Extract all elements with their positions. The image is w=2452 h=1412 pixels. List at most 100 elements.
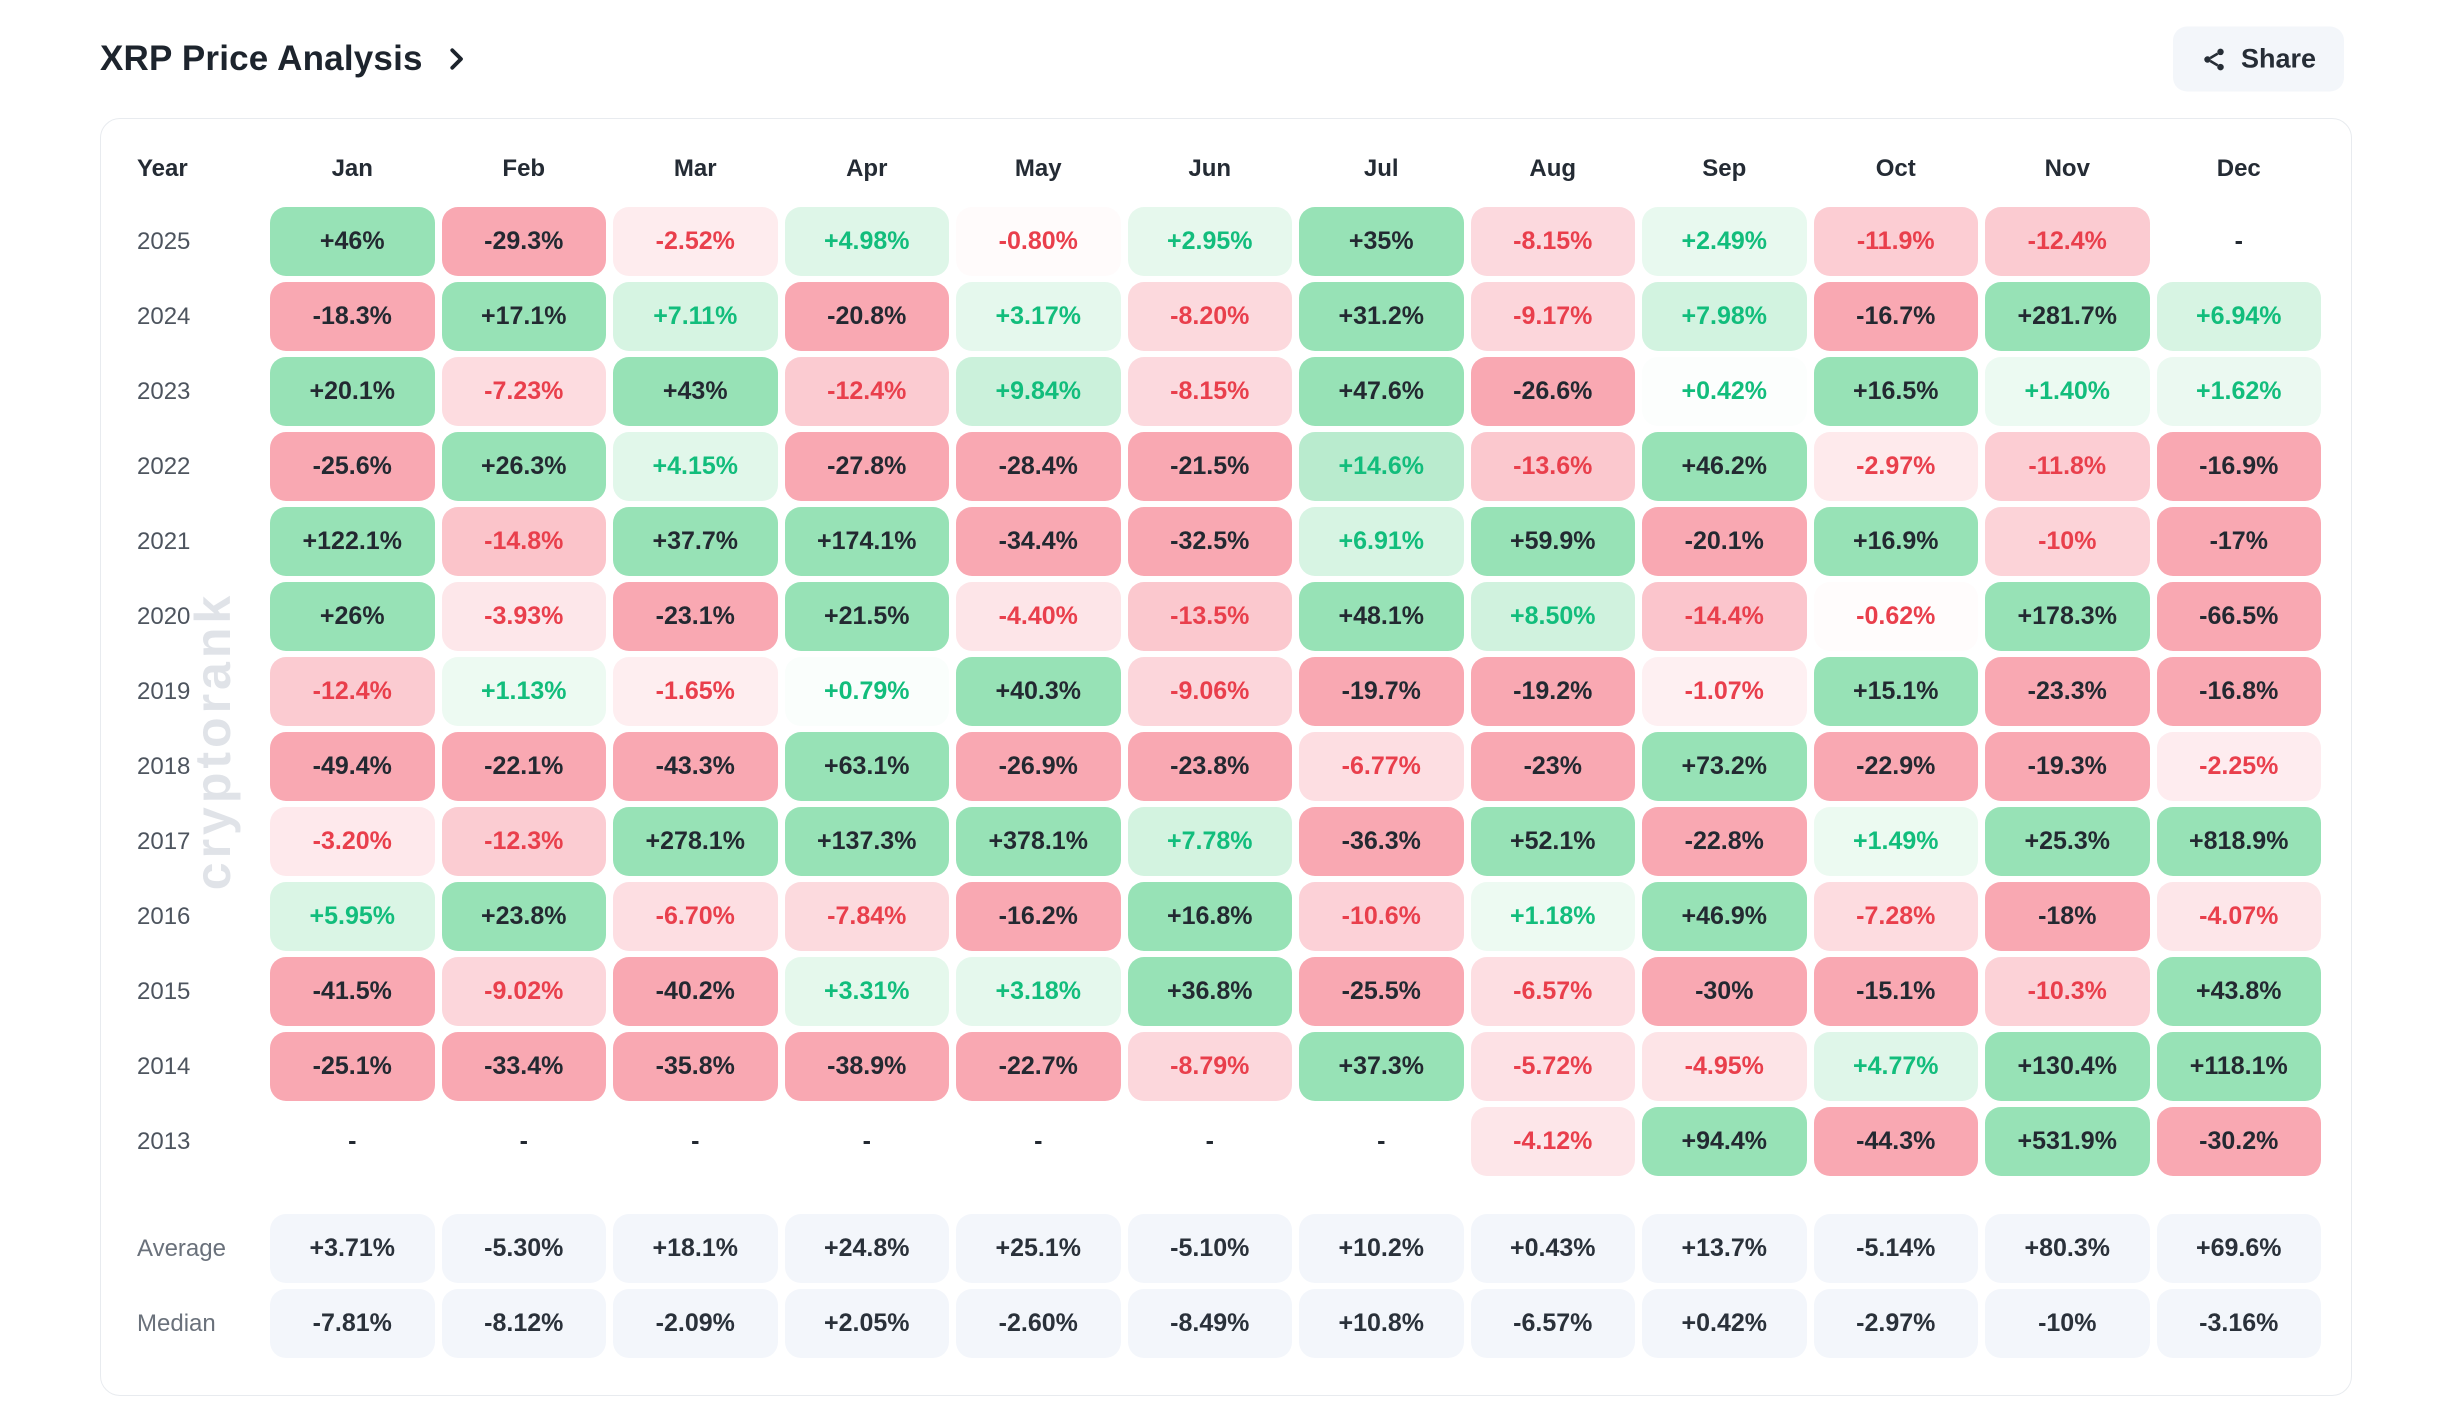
return-cell: +8.50% xyxy=(1470,582,1635,651)
return-cell: -18% xyxy=(1985,882,2150,951)
return-cell: - xyxy=(613,1107,778,1176)
summary-cell: -8.12% xyxy=(441,1289,606,1358)
return-cell: - xyxy=(956,1107,1121,1176)
summary-cell: -2.60% xyxy=(956,1289,1121,1358)
return-cell: -16.8% xyxy=(2156,657,2321,726)
return-cell: +14.6% xyxy=(1299,432,1464,501)
summary-cell: +0.42% xyxy=(1642,1289,1807,1358)
return-cell: +531.9% xyxy=(1985,1107,2150,1176)
return-cell: -15.1% xyxy=(1813,957,1978,1026)
summary-cell: +0.43% xyxy=(1470,1214,1635,1283)
return-cell: - xyxy=(2156,207,2321,276)
summary-cell: +18.1% xyxy=(613,1214,778,1283)
return-cell: +47.6% xyxy=(1299,357,1464,426)
return-cell: +63.1% xyxy=(784,732,949,801)
return-cell: -14.4% xyxy=(1642,582,1807,651)
return-cell: -0.80% xyxy=(956,207,1121,276)
return-cell: -8.15% xyxy=(1470,207,1635,276)
return-cell: +1.49% xyxy=(1813,807,1978,876)
return-cell: -43.3% xyxy=(613,732,778,801)
summary-cell: +2.05% xyxy=(784,1289,949,1358)
return-cell: -8.15% xyxy=(1127,357,1292,426)
return-cell: +7.11% xyxy=(613,282,778,351)
return-cell: -4.07% xyxy=(2156,882,2321,951)
month-column-header: Sep xyxy=(1702,155,1747,182)
return-cell: -17% xyxy=(2156,507,2321,576)
return-cell: +52.1% xyxy=(1470,807,1635,876)
year-label: 2014 xyxy=(137,1052,191,1080)
return-cell: +16.9% xyxy=(1813,507,1978,576)
return-cell: - xyxy=(270,1107,435,1176)
summary-cell: -2.97% xyxy=(1813,1289,1978,1358)
return-cell: +59.9% xyxy=(1470,507,1635,576)
summary-cell: +69.6% xyxy=(2156,1214,2321,1283)
return-cell: +36.8% xyxy=(1127,957,1292,1026)
return-cell: +25.3% xyxy=(1985,807,2150,876)
table-row: 2014 -25.1% -33.4% -35.8% -38.9% -22.7% -8.79%… xyxy=(131,1032,2321,1101)
return-cell: -6.77% xyxy=(1299,732,1464,801)
return-cell: -25.5% xyxy=(1299,957,1464,1026)
return-cell: +7.78% xyxy=(1127,807,1292,876)
table-row: 2018 -49.4% -22.1% -43.3% +63.1% -26.9% -23.8%… xyxy=(131,732,2321,801)
year-label: 2022 xyxy=(137,452,191,480)
month-column-header: Jun xyxy=(1188,155,1232,182)
return-cell: +73.2% xyxy=(1642,732,1807,801)
table-row: 2021 +122.1% -14.8% +37.7% +174.1% -34.4% -32.… xyxy=(131,507,2321,576)
return-cell: +40.3% xyxy=(956,657,1121,726)
return-cell: -10.3% xyxy=(1985,957,2150,1026)
return-cell: +46% xyxy=(270,207,435,276)
summary-cell: -3.16% xyxy=(2156,1289,2321,1358)
return-cell: -3.20% xyxy=(270,807,435,876)
return-cell: +118.1% xyxy=(2156,1032,2321,1101)
month-column-header: Dec xyxy=(2216,155,2261,182)
return-cell: +178.3% xyxy=(1985,582,2150,651)
return-cell: -23.3% xyxy=(1985,657,2150,726)
return-cell: +21.5% xyxy=(784,582,949,651)
return-cell: +48.1% xyxy=(1299,582,1464,651)
return-cell: -35.8% xyxy=(613,1032,778,1101)
return-cell: -19.3% xyxy=(1985,732,2150,801)
year-label: 2019 xyxy=(137,677,191,705)
summary-cell: +10.2% xyxy=(1299,1214,1464,1283)
return-cell: -20.1% xyxy=(1642,507,1807,576)
return-cell: +0.79% xyxy=(784,657,949,726)
return-cell: -38.9% xyxy=(784,1032,949,1101)
summary-cell: -5.30% xyxy=(441,1214,606,1283)
return-cell: -12.4% xyxy=(270,657,435,726)
month-column-header: Nov xyxy=(2044,155,2090,182)
summary-cell: +24.8% xyxy=(784,1214,949,1283)
year-label: 2017 xyxy=(137,827,191,855)
summary-cell: +3.71% xyxy=(270,1214,435,1283)
return-cell: -0.62% xyxy=(1813,582,1978,651)
return-cell: -9.02% xyxy=(441,957,606,1026)
return-cell: -9.17% xyxy=(1470,282,1635,351)
month-column-header: Oct xyxy=(1875,155,1916,182)
return-cell: -19.7% xyxy=(1299,657,1464,726)
year-label: 2021 xyxy=(137,527,191,555)
summary-cell: -8.49% xyxy=(1127,1289,1292,1358)
chevron-right-icon xyxy=(450,48,463,70)
return-cell: -1.07% xyxy=(1642,657,1807,726)
return-cell: -41.5% xyxy=(270,957,435,1026)
summary-cell: +13.7% xyxy=(1642,1214,1807,1283)
return-cell: -22.1% xyxy=(441,732,606,801)
return-cell: +174.1% xyxy=(784,507,949,576)
return-cell: +378.1% xyxy=(956,807,1121,876)
month-column-header: Jan xyxy=(331,155,373,182)
return-cell: -16.2% xyxy=(956,882,1121,951)
return-cell: -40.2% xyxy=(613,957,778,1026)
return-cell: -16.7% xyxy=(1813,282,1978,351)
return-cell: -4.40% xyxy=(956,582,1121,651)
return-cell: -6.57% xyxy=(1470,957,1635,1026)
return-cell: -33.4% xyxy=(441,1032,606,1101)
return-cell: -11.8% xyxy=(1985,432,2150,501)
year-label: 2015 xyxy=(137,977,191,1005)
year-label: 2020 xyxy=(137,602,191,630)
year-label: 2018 xyxy=(137,752,191,780)
title-link[interactable]: XRP Price Analysis xyxy=(100,39,471,79)
summary-cell: -10% xyxy=(1985,1289,2150,1358)
table-row: 2015 -41.5% -9.02% -40.2% +3.31% +3.18% +36.8%… xyxy=(131,957,2321,1026)
return-cell: -7.28% xyxy=(1813,882,1978,951)
share-button[interactable]: Share xyxy=(2172,26,2344,92)
month-column-header: Aug xyxy=(1529,155,1577,182)
